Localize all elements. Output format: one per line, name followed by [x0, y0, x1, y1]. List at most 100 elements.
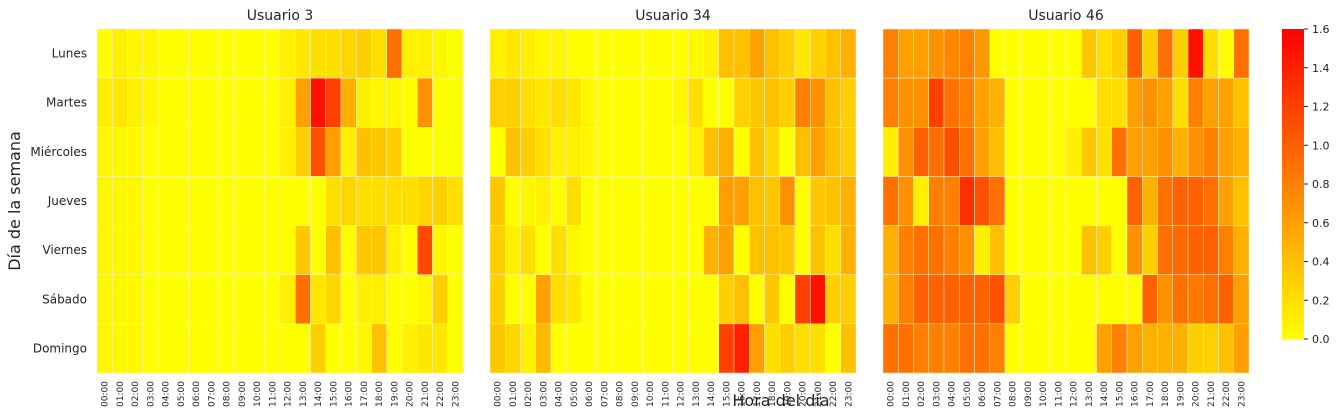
heatmap-cell	[596, 274, 613, 325]
heatmap-cell	[157, 77, 174, 128]
heatmap-cell	[1203, 127, 1219, 177]
heatmap-cell	[1203, 28, 1219, 79]
heatmap-cell	[1111, 176, 1128, 226]
heatmap-cell	[882, 274, 899, 325]
heatmap-cell	[898, 225, 914, 275]
heatmap-cell	[520, 127, 536, 177]
heatmap-cell	[432, 127, 448, 177]
heatmap-cell	[127, 225, 143, 275]
heatmap-cell	[127, 176, 143, 226]
x-tick-label: 05:00	[963, 381, 973, 407]
heatmap-cell	[943, 127, 960, 177]
x-tick-label: 09:00	[1024, 381, 1034, 407]
heatmap-cell	[203, 176, 220, 226]
heatmap-cell	[96, 77, 113, 128]
heatmap-cell	[401, 28, 418, 79]
heatmap-cell	[489, 225, 506, 275]
x-tick-label: 09:00	[238, 381, 248, 407]
heatmap-cell	[1142, 176, 1158, 226]
heatmap-cell	[581, 225, 597, 275]
y-tick-label: Martes	[46, 96, 87, 110]
heatmap-cell	[535, 225, 552, 275]
heatmap-cell	[764, 28, 780, 79]
heatmap-cell	[325, 274, 342, 325]
heatmap-cell	[340, 323, 357, 374]
heatmap-cell	[794, 176, 811, 226]
heatmap-cell	[733, 127, 750, 177]
heatmap-cell	[432, 176, 448, 226]
y-tick-label: Viernes	[42, 243, 87, 257]
heatmap-cell	[913, 274, 929, 325]
colorbar-tick-label: 0.2	[1312, 294, 1330, 307]
heatmap-cell	[295, 274, 311, 325]
x-tick-label: 06:00	[192, 381, 202, 407]
x-tick-label: 15:00	[722, 381, 732, 407]
heatmap-cell	[718, 274, 735, 325]
heatmap-cell	[1050, 127, 1067, 177]
heatmap-cell	[310, 28, 326, 79]
x-tick-label: 14:00	[314, 381, 324, 407]
heatmap-cell	[1111, 28, 1128, 79]
heatmap-cell	[401, 323, 418, 374]
heatmap-cell	[127, 28, 143, 79]
x-tick-label: 02:00	[917, 381, 927, 407]
x-tick-label: 12:00	[1070, 381, 1080, 407]
heatmap-cell	[310, 323, 326, 374]
heatmap-cell	[417, 127, 433, 177]
x-tick-label: 14:00	[1100, 381, 1110, 407]
heatmap-cell	[779, 77, 796, 128]
x-tick-label: 23:00	[451, 381, 461, 407]
heatmap-cell	[1187, 176, 1204, 226]
heatmap-cell	[447, 77, 464, 128]
heatmap-cell	[1126, 225, 1143, 275]
heatmap-cell	[1172, 225, 1189, 275]
x-tick-label: 15:00	[1115, 381, 1125, 407]
heatmap-cell	[173, 77, 189, 128]
heatmap-cell	[386, 274, 403, 325]
heatmap-cell	[112, 28, 128, 79]
heatmap-cell	[535, 77, 552, 128]
heatmap-cell	[1050, 28, 1067, 79]
x-tick-label: 14:00	[707, 381, 717, 407]
heatmap-cell	[401, 274, 418, 325]
heatmap-cell	[157, 176, 174, 226]
heatmap-cell	[810, 323, 826, 374]
heatmap-cell	[810, 225, 826, 275]
x-tick-label: 22:00	[1222, 381, 1232, 407]
x-tick-label: 08:00	[616, 381, 626, 407]
heatmap-cell	[234, 176, 250, 226]
heatmap-cell	[672, 28, 689, 79]
x-tick-label: 13:00	[692, 381, 702, 407]
heatmap-cell	[733, 225, 750, 275]
heatmap-cell	[325, 176, 342, 226]
heatmap-cell	[733, 274, 750, 325]
heatmap-cell	[1218, 323, 1234, 374]
heatmap-cell	[188, 323, 204, 374]
heatmap-cell	[642, 225, 658, 275]
heatmap-cell	[1111, 323, 1128, 374]
heatmap-cell	[928, 274, 945, 325]
heatmap-cell	[447, 274, 464, 325]
heatmap-cell	[1004, 274, 1021, 325]
x-tick-label: 13:00	[299, 381, 309, 407]
heatmap-cell	[1035, 28, 1051, 79]
x-tick-label: 04:00	[555, 381, 565, 407]
heatmap-cell	[1065, 77, 1082, 128]
heatmap-cell	[1065, 274, 1082, 325]
heatmap-cell	[959, 77, 975, 128]
heatmap-cell	[943, 176, 960, 226]
heatmap-cell	[234, 28, 250, 79]
x-tick-label: 10:00	[646, 381, 656, 407]
heatmap-cell	[1157, 225, 1173, 275]
x-tick-label: 10:00	[253, 381, 263, 407]
heatmap-cell	[825, 28, 841, 79]
heatmap-cell	[1203, 323, 1219, 374]
heatmap-cell	[188, 176, 204, 226]
heatmap-cell	[627, 176, 643, 226]
heatmap-cell	[959, 323, 975, 374]
heatmap-cell	[794, 323, 811, 374]
heatmap-cell	[127, 77, 143, 128]
heatmap-cell	[581, 274, 597, 325]
heatmap-cell	[657, 176, 674, 226]
heatmap-cell	[794, 28, 811, 79]
